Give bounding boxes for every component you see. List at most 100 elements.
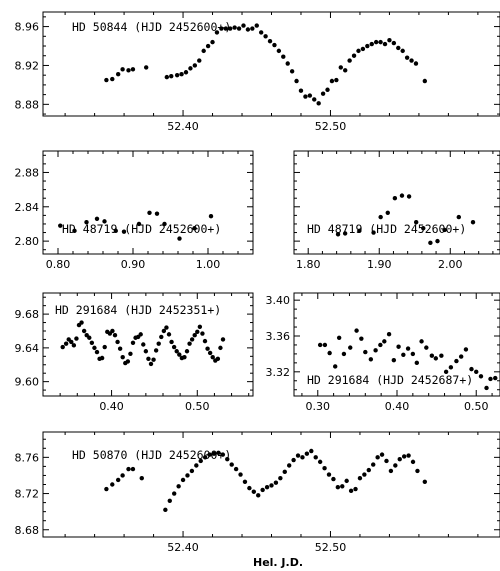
- x-tick-label: 52.50: [315, 120, 347, 133]
- data-point: [470, 220, 476, 225]
- data-point: [198, 458, 203, 464]
- data-point: [369, 41, 374, 47]
- data-point: [205, 43, 211, 49]
- data-point: [241, 23, 246, 28]
- data-point: [180, 477, 186, 483]
- data-point: [242, 479, 248, 484]
- data-point: [317, 342, 323, 348]
- data-point: [363, 349, 368, 355]
- panel-2: 0.80 0.90 1.00 2.80 2.84 2.88 HD 48719 (HJD 24…: [15, 150, 254, 271]
- data-point: [267, 38, 273, 44]
- data-point: [397, 456, 402, 462]
- data-point: [120, 354, 125, 360]
- data-point: [112, 333, 118, 338]
- data-point: [102, 344, 107, 350]
- data-point: [189, 468, 195, 474]
- data-point: [79, 320, 84, 325]
- data-point: [414, 360, 420, 366]
- data-point: [357, 228, 362, 234]
- data-point: [353, 486, 358, 492]
- data-point: [174, 349, 179, 354]
- data-point: [378, 214, 383, 220]
- data-point: [130, 340, 136, 346]
- data-point: [179, 72, 184, 77]
- data-point: [136, 221, 142, 227]
- data-point: [164, 325, 169, 330]
- data-point: [171, 344, 177, 350]
- y-tick-label: 8.72: [15, 488, 40, 501]
- data-point: [375, 455, 380, 460]
- data-point: [291, 457, 296, 463]
- panel-1: 52.40 52.50 8.88 8.92 8.96 HD 50844 (HJD 2452…: [15, 11, 500, 133]
- data-point: [278, 475, 283, 481]
- data-point: [229, 462, 234, 467]
- data-point: [371, 230, 376, 235]
- data-point: [169, 339, 174, 345]
- data-point: [405, 346, 411, 351]
- data-point: [183, 70, 189, 75]
- data-point: [225, 456, 230, 462]
- x-tick-label: 0.40: [99, 400, 124, 413]
- data-point: [159, 334, 164, 340]
- data-point: [335, 232, 341, 237]
- data-point: [195, 329, 200, 335]
- data-point: [484, 385, 489, 391]
- data-point: [120, 67, 125, 72]
- data-point: [251, 489, 257, 494]
- x-tick-label: 0.80: [46, 258, 71, 271]
- data-point: [228, 26, 233, 31]
- data-point: [393, 463, 398, 468]
- data-point: [245, 27, 251, 32]
- data-point: [184, 349, 190, 354]
- y-tick-label: 2.84: [15, 201, 40, 214]
- data-point: [371, 462, 376, 467]
- data-point: [197, 324, 203, 329]
- data-point: [197, 58, 202, 63]
- data-point: [382, 339, 387, 344]
- data-point: [115, 72, 121, 77]
- y-tick-label: 9.64: [15, 342, 40, 355]
- data-point: [309, 448, 314, 454]
- data-point: [368, 357, 374, 362]
- panel-3: 1.80 1.90 2.00 HD 48719 (HJD 2452600+): [293, 150, 500, 271]
- data-point: [110, 76, 115, 82]
- data-point: [379, 452, 385, 457]
- data-point: [219, 26, 224, 31]
- panel-6: 52.40 52.50 8.68 8.72 8.76 HD 50870 (HJD 2452…: [15, 431, 500, 554]
- data-point: [207, 452, 212, 457]
- data-point: [428, 240, 433, 246]
- y-tick-label: 8.76: [15, 451, 40, 464]
- data-point: [117, 346, 123, 351]
- y-tick-label: 2.80: [15, 235, 40, 248]
- data-point: [344, 478, 349, 484]
- data-point: [94, 349, 100, 355]
- data-point: [238, 472, 243, 477]
- data-point: [232, 25, 237, 30]
- data-point: [263, 34, 268, 39]
- data-point: [298, 88, 304, 93]
- data-point: [125, 359, 131, 364]
- data-point: [419, 339, 424, 344]
- data-point: [177, 236, 182, 241]
- data-point: [71, 343, 77, 348]
- data-point: [177, 352, 182, 357]
- data-point: [458, 354, 464, 359]
- data-point: [139, 475, 144, 481]
- data-point: [386, 332, 392, 337]
- data-point: [313, 455, 318, 460]
- data-point: [317, 459, 323, 465]
- data-point: [166, 332, 172, 337]
- data-point: [220, 452, 226, 457]
- data-point: [382, 41, 388, 47]
- y-tick-label: 3.32: [266, 366, 291, 379]
- data-point: [410, 351, 416, 357]
- data-point: [286, 463, 292, 468]
- data-point: [182, 354, 187, 360]
- data-point: [156, 341, 161, 346]
- data-point: [410, 459, 416, 465]
- data-point: [399, 193, 405, 198]
- x-axis-label: Hel. J.D.: [253, 556, 303, 569]
- data-point: [200, 331, 205, 336]
- data-point: [194, 463, 199, 468]
